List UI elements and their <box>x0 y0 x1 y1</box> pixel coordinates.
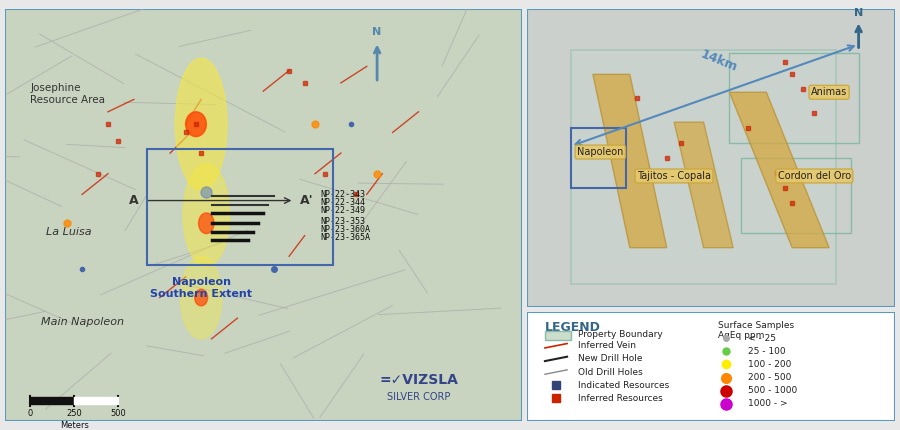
Text: Indicated Resources: Indicated Resources <box>578 381 670 390</box>
Text: Main Napoleon: Main Napoleon <box>40 317 123 327</box>
Ellipse shape <box>194 289 208 306</box>
Polygon shape <box>674 122 734 248</box>
Text: Property Boundary: Property Boundary <box>578 330 663 339</box>
Text: Surface Samples
AgEq ppm: Surface Samples AgEq ppm <box>718 320 795 340</box>
Ellipse shape <box>176 58 227 190</box>
Text: New Drill Hole: New Drill Hole <box>578 354 643 363</box>
Bar <box>729 53 859 143</box>
Text: Inferred Resources: Inferred Resources <box>578 394 663 403</box>
Text: LEGEND: LEGEND <box>545 320 601 334</box>
Text: NP-23-360A: NP-23-360A <box>320 225 370 234</box>
Text: 1000 - >: 1000 - > <box>748 399 788 408</box>
Text: 500 - 1000: 500 - 1000 <box>748 386 797 395</box>
Text: Josephine
Resource Area: Josephine Resource Area <box>31 83 105 104</box>
Text: < - 25: < - 25 <box>748 334 776 343</box>
Text: Napoleon
Southern Extent: Napoleon Southern Extent <box>150 277 252 298</box>
Text: N: N <box>373 28 382 37</box>
Text: NP-23-365A: NP-23-365A <box>320 233 370 242</box>
Text: SILVER CORP: SILVER CORP <box>387 392 450 402</box>
Text: NP-23-353: NP-23-353 <box>320 217 365 226</box>
Bar <box>147 149 333 264</box>
Text: 0: 0 <box>28 409 33 418</box>
Text: 14km: 14km <box>698 48 739 74</box>
Text: NP-22-349: NP-22-349 <box>320 206 365 215</box>
Text: La Luisa: La Luisa <box>46 227 92 237</box>
Ellipse shape <box>199 213 214 233</box>
Text: 500: 500 <box>111 409 126 418</box>
Polygon shape <box>593 74 667 248</box>
Text: =✓VIZSLA: =✓VIZSLA <box>379 373 458 387</box>
Text: Cordon del Oro: Cordon del Oro <box>778 171 850 181</box>
Text: Animas: Animas <box>811 87 847 97</box>
Text: Inferred Vein: Inferred Vein <box>578 341 636 350</box>
Ellipse shape <box>180 256 221 339</box>
Ellipse shape <box>185 112 206 137</box>
Bar <box>545 332 571 340</box>
Text: Napoleon: Napoleon <box>577 147 624 157</box>
Bar <box>571 128 626 188</box>
Bar <box>571 50 836 283</box>
Text: 100 - 200: 100 - 200 <box>748 360 791 369</box>
Text: Old Drill Holes: Old Drill Holes <box>578 368 643 377</box>
Bar <box>741 158 851 233</box>
Text: A: A <box>130 194 140 207</box>
Text: N: N <box>854 8 863 18</box>
Text: Meters: Meters <box>60 421 89 430</box>
Text: Tajitos - Copala: Tajitos - Copala <box>637 171 711 181</box>
Text: 25 - 100: 25 - 100 <box>748 347 786 356</box>
Polygon shape <box>729 92 829 248</box>
Text: 250: 250 <box>67 409 82 418</box>
Ellipse shape <box>183 163 230 267</box>
Text: A': A' <box>300 194 313 207</box>
Text: NP-22-343: NP-22-343 <box>320 190 365 199</box>
Text: 200 - 500: 200 - 500 <box>748 373 791 382</box>
Text: NP-22-344: NP-22-344 <box>320 198 365 207</box>
